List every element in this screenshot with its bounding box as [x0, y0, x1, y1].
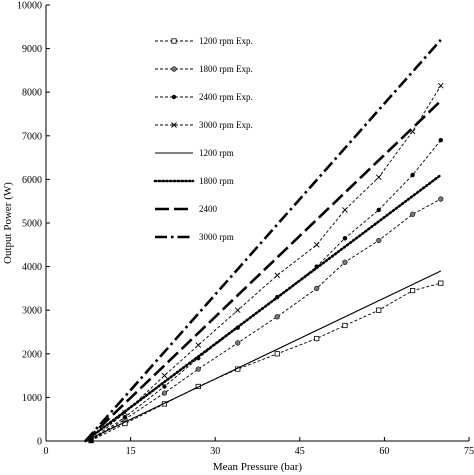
y-tick-label: 9000 — [22, 44, 42, 55]
x-tick-label: 60 — [379, 446, 389, 457]
legend-item: 1200 rpm Exp. — [155, 36, 253, 46]
series-lines — [84, 39, 444, 444]
series-line — [84, 173, 443, 443]
x-tick-label: 15 — [126, 446, 136, 457]
legend-item: 2400 rpm Exp. — [155, 92, 253, 102]
y-tick-label: 7000 — [22, 131, 42, 142]
data-point — [171, 94, 177, 100]
data-point — [171, 38, 177, 44]
legend: 1200 rpm Exp. 1800 rpm Exp. 2400 rpm Exp. 3… — [153, 36, 253, 242]
series-line — [84, 99, 442, 442]
data-point — [342, 322, 348, 329]
series-line — [85, 198, 442, 442]
data-point — [342, 236, 348, 241]
data-point — [410, 211, 416, 217]
data-point — [342, 259, 348, 265]
series-7 — [84, 39, 442, 442]
y-tick-label: 3000 — [22, 306, 42, 317]
legend-item: 1200 rpm — [155, 148, 234, 158]
y-tick-label: 8000 — [22, 88, 42, 99]
legend-label: 1800 rpm — [199, 176, 234, 186]
data-point — [438, 280, 444, 286]
legend-item: 1800 rpm — [153, 176, 234, 186]
legend-label: 2400 — [199, 204, 218, 214]
x-axis-title: Mean Pressure (bar) — [213, 461, 303, 473]
y-axis-title: Output Power (W) — [2, 182, 14, 264]
data-point — [342, 207, 348, 213]
data-point — [161, 372, 168, 379]
data-point — [195, 366, 201, 372]
data-point — [162, 384, 167, 389]
y-tick-label: 2000 — [22, 349, 42, 360]
series-5 — [84, 173, 443, 443]
data-point — [171, 66, 177, 72]
data-point — [314, 285, 320, 292]
legend-label: 1200 rpm — [199, 148, 234, 158]
data-point — [314, 335, 320, 342]
series-1 — [85, 196, 444, 444]
legend-label: 1800 rpm Exp. — [199, 64, 253, 74]
series-6 — [84, 99, 442, 442]
x-tick-label: 0 — [44, 446, 49, 457]
data-point — [409, 287, 416, 294]
series-line — [85, 139, 442, 442]
data-point — [171, 122, 177, 128]
y-tick-label: 4000 — [22, 262, 42, 273]
data-point — [438, 196, 444, 202]
x-tick-label: 75 — [464, 446, 474, 457]
series-line — [85, 270, 442, 442]
legend-label: 1200 rpm Exp. — [199, 36, 253, 46]
y-tick-label: 0 — [37, 437, 42, 448]
series-2 — [85, 137, 443, 443]
legend-item: 1800 rpm Exp. — [155, 64, 253, 74]
series-3 — [85, 82, 444, 444]
series-4 — [85, 270, 442, 442]
legend-item: 3000 rpm — [155, 232, 234, 242]
axes — [45, 5, 469, 442]
y-tick-label: 5000 — [22, 219, 42, 230]
data-point — [274, 351, 280, 357]
data-point — [235, 340, 241, 346]
data-point — [437, 82, 444, 89]
legend-label: 2400 rpm Exp. — [199, 92, 253, 102]
data-point — [376, 307, 382, 313]
series-line — [85, 282, 441, 442]
series-0 — [85, 280, 444, 444]
y-axis-ticks: 0 1000 2000 3000 4000 5000 6000 7000 8000 9000 100… — [17, 1, 50, 448]
data-point — [438, 137, 443, 143]
y-tick-label: 6000 — [22, 175, 42, 186]
data-point — [161, 390, 168, 396]
legend-item: 2400 — [155, 204, 218, 214]
x-axis-ticks: 0 15 30 45 60 75 — [44, 437, 474, 457]
data-point — [122, 414, 128, 420]
legend-label: 3000 rpm Exp. — [199, 120, 253, 130]
data-point — [234, 307, 241, 314]
data-point — [375, 174, 382, 181]
x-tick-label: 30 — [210, 446, 220, 457]
series-line — [84, 39, 442, 442]
data-point — [376, 237, 382, 244]
y-tick-label: 1000 — [22, 393, 42, 404]
legend-item: 3000 rpm Exp. — [155, 120, 253, 130]
legend-label: 3000 rpm — [199, 232, 234, 242]
data-point — [274, 272, 281, 279]
data-point — [274, 314, 280, 320]
data-point — [195, 342, 202, 348]
series-line — [85, 85, 442, 442]
y-tick-label: 10000 — [17, 1, 42, 12]
data-point — [313, 241, 320, 248]
x-tick-label: 45 — [295, 446, 305, 457]
data-point — [376, 207, 381, 213]
data-point — [410, 172, 415, 178]
